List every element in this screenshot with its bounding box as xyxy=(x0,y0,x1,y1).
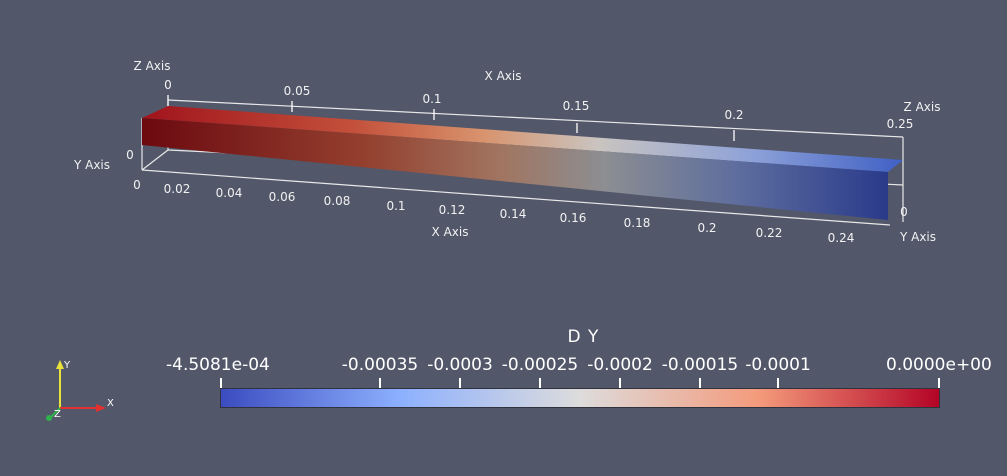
colorbar-tick-label: -0.0003 xyxy=(427,355,493,375)
top-x-tick-1: 0.05 xyxy=(284,84,311,98)
x-axis-title-bottom: X Axis xyxy=(432,225,469,239)
bottom-x-tick-8: 0.16 xyxy=(560,211,587,225)
z-axis-arrow xyxy=(49,407,61,419)
colorbar-title: D Y xyxy=(567,327,600,347)
colorbar-tick xyxy=(379,378,381,390)
bottom-x-tick-3: 0.06 xyxy=(269,190,296,204)
bottom-x-tick-6: 0.12 xyxy=(439,203,466,217)
y-axis-title-left: Y Axis xyxy=(73,158,110,172)
colorbar[interactable] xyxy=(220,388,940,408)
top-x-ticks xyxy=(167,95,735,141)
colorbar-tick xyxy=(539,378,541,390)
bottom-x-tick-9: 0.18 xyxy=(624,216,651,230)
bottom-x-tick-1: 0.02 xyxy=(164,182,191,196)
beam-front-face xyxy=(142,118,888,220)
bottom-x-tick-7: 0.14 xyxy=(500,207,527,221)
y-tick-right: 0 xyxy=(900,205,908,219)
bottom-x-tick-4: 0.08 xyxy=(324,194,351,208)
top-x-tick-5: 0.25 xyxy=(887,117,914,131)
top-x-tick-3: 0.15 xyxy=(563,99,590,113)
z-axis-title-right: Z Axis xyxy=(904,100,941,114)
colorbar-tick-label: -0.0002 xyxy=(587,355,653,375)
top-x-tick-0: 0 xyxy=(164,78,172,92)
colorbar-tick xyxy=(777,378,779,390)
colorbar-min-label: -4.5081e-04 xyxy=(166,355,270,375)
colorbar-tick xyxy=(220,378,222,390)
z-arrow-head xyxy=(46,415,52,421)
x-arrow-head xyxy=(96,404,106,412)
beam-top-face xyxy=(142,106,903,172)
colorbar-tick xyxy=(619,378,621,390)
bottom-x-tick-5: 0.1 xyxy=(386,199,405,213)
y-arrow-head xyxy=(56,360,64,369)
x-axis-title-top: X Axis xyxy=(485,69,522,83)
top-x-tick-4: 0.2 xyxy=(724,108,743,122)
y-tick-left: 0 xyxy=(126,148,134,162)
bottom-x-tick-12: 0.24 xyxy=(828,231,855,245)
bottom-x-tick-11: 0.22 xyxy=(756,226,783,240)
colorbar-tick-label: -0.00035 xyxy=(341,355,419,375)
z-axis-title-left: Z Axis xyxy=(134,59,171,73)
colorbar-tick xyxy=(699,378,701,390)
top-x-tick-2: 0.1 xyxy=(422,92,441,106)
bottom-x-tick-0: 0 xyxy=(133,178,141,192)
orientation-axes-widget[interactable]: Y X Z xyxy=(40,355,120,425)
beam-mesh[interactable] xyxy=(142,106,903,220)
colorbar-tick xyxy=(459,378,461,390)
colorbar-tick xyxy=(938,378,940,390)
orientation-z-label: Z xyxy=(54,409,61,420)
bottom-x-tick-2: 0.04 xyxy=(216,186,243,200)
y-axis-title-right: Y Axis xyxy=(899,230,936,244)
orientation-x-label: X xyxy=(107,398,114,409)
colorbar-tick-label: -0.00015 xyxy=(661,355,739,375)
colorbar-max-label: 0.0000e+00 xyxy=(886,355,992,375)
colorbar-tick-label: -0.00025 xyxy=(501,355,579,375)
bottom-x-tick-10: 0.2 xyxy=(697,221,716,235)
orientation-y-label: Y xyxy=(63,360,71,371)
colorbar-tick-label: -0.0001 xyxy=(745,355,811,375)
